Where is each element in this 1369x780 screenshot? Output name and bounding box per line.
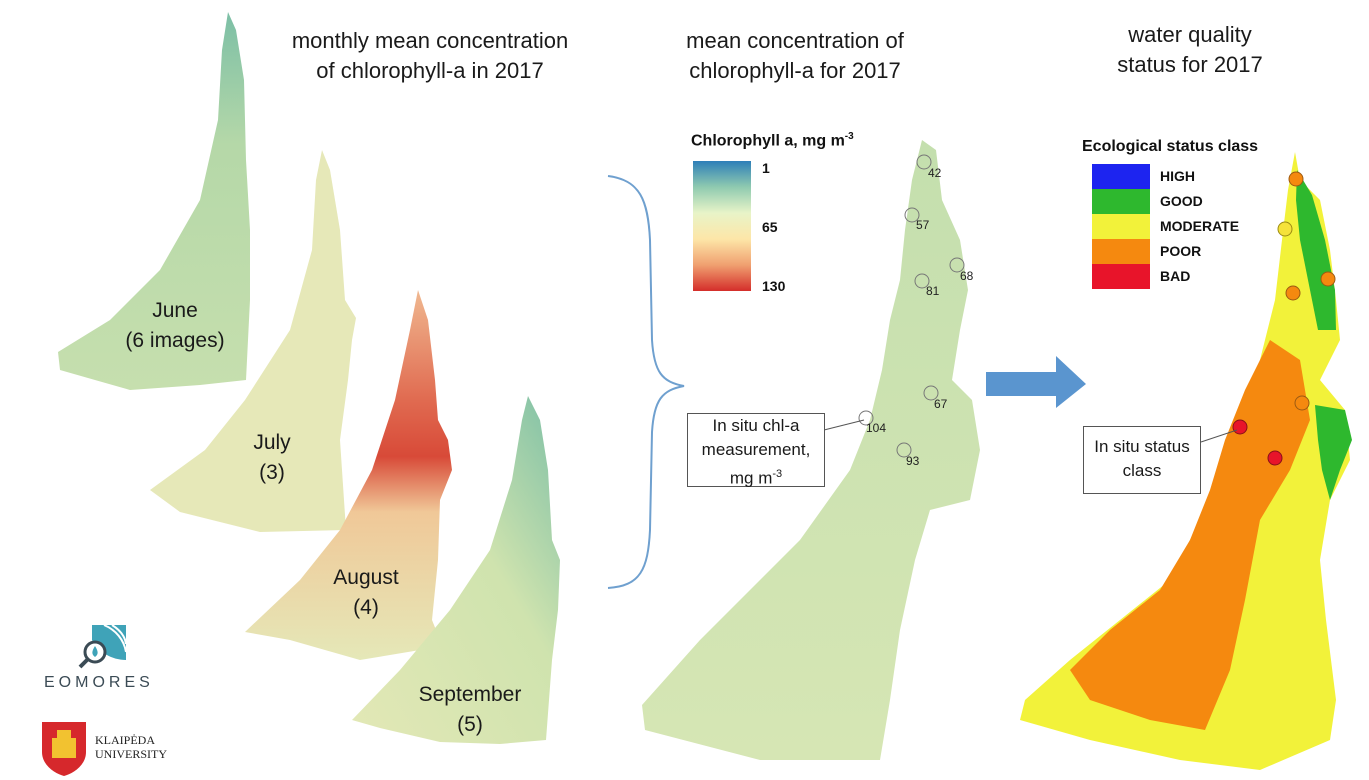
callout-pointer	[1200, 429, 1238, 443]
status-legend-row: GOOD	[1092, 189, 1262, 214]
station-value: 57	[916, 218, 930, 232]
station-marker	[916, 154, 932, 170]
eomores-logo-mark	[78, 624, 127, 669]
map-june	[58, 12, 250, 390]
station-marker	[923, 385, 939, 401]
status-point	[1288, 171, 1304, 187]
map-july	[150, 150, 356, 532]
status-swatch	[1092, 264, 1150, 289]
station-value: 93	[906, 454, 920, 468]
status-point	[1320, 271, 1336, 287]
map-annual-mean	[642, 140, 980, 760]
map-label-june: June (6 images)	[125, 299, 225, 352]
station-marker	[896, 442, 912, 458]
status-swatch	[1092, 164, 1150, 189]
university-shield	[42, 722, 86, 776]
station-marker	[858, 410, 874, 426]
chl-tick-max: 130	[762, 278, 786, 294]
station-value: 42	[928, 166, 942, 180]
map-label-september: September (5)	[418, 683, 522, 736]
monthly-title: monthly mean concentration of chlorophyl…	[291, 28, 569, 83]
chl-colorbar	[693, 161, 751, 291]
callout-pointer	[823, 419, 865, 431]
insitu-chl-callout: In situ chl-a measurement, mg m-3	[687, 413, 825, 488]
insitu-status-callout: In situ status class	[1083, 426, 1201, 494]
station-value: 81	[926, 284, 940, 298]
status-legend-row: MODERATE	[1092, 214, 1262, 239]
status-point	[1277, 221, 1293, 237]
station-marker	[949, 257, 965, 273]
station-value: 68	[960, 269, 974, 283]
status-good-region	[1296, 170, 1336, 330]
status-legend-label: MODERATE	[1160, 218, 1240, 234]
eomores-logo-text: EOMORES	[44, 674, 154, 691]
chl-tick-min: 1	[762, 160, 770, 176]
status-poor-region	[1070, 340, 1310, 730]
grouping-brace	[607, 175, 685, 589]
status-good-region-east	[1315, 405, 1352, 500]
status-point	[1267, 450, 1283, 466]
status-swatch	[1092, 214, 1150, 239]
status-legend-title: Ecological status class	[1082, 138, 1259, 155]
status-swatch	[1092, 189, 1150, 214]
status-title: water quality status for 2017	[1117, 22, 1263, 77]
flow-arrow	[986, 356, 1086, 408]
station-marker	[914, 273, 930, 289]
map-status	[1020, 152, 1350, 770]
map-september	[352, 396, 560, 744]
status-point	[1294, 395, 1310, 411]
annual-title: mean concentration of chlorophyll-a for …	[686, 28, 904, 83]
station-value: 104	[866, 421, 887, 435]
status-point	[1232, 419, 1248, 435]
map-label-august: August (4)	[333, 566, 399, 619]
station-value: 67	[934, 397, 948, 411]
map-label-july: July (3)	[253, 431, 291, 484]
university-logo-text: KLAIPĖDA UNIVERSITY	[95, 733, 167, 761]
status-legend-label: POOR	[1160, 243, 1202, 259]
status-swatch	[1092, 239, 1150, 264]
status-legend-label: BAD	[1160, 268, 1191, 284]
station-marker	[904, 207, 920, 223]
status-point	[1285, 285, 1301, 301]
status-legend-label: GOOD	[1160, 193, 1203, 209]
status-legend-row: POOR	[1092, 239, 1262, 264]
map-august	[245, 290, 452, 660]
chl-tick-mid: 65	[762, 219, 778, 235]
status-legend-label: HIGH	[1160, 168, 1195, 184]
status-legend-row: HIGH	[1092, 164, 1262, 189]
chl-legend-title: Chlorophyll a, mg m-3	[691, 131, 854, 150]
status-legend-row: BAD	[1092, 264, 1262, 289]
